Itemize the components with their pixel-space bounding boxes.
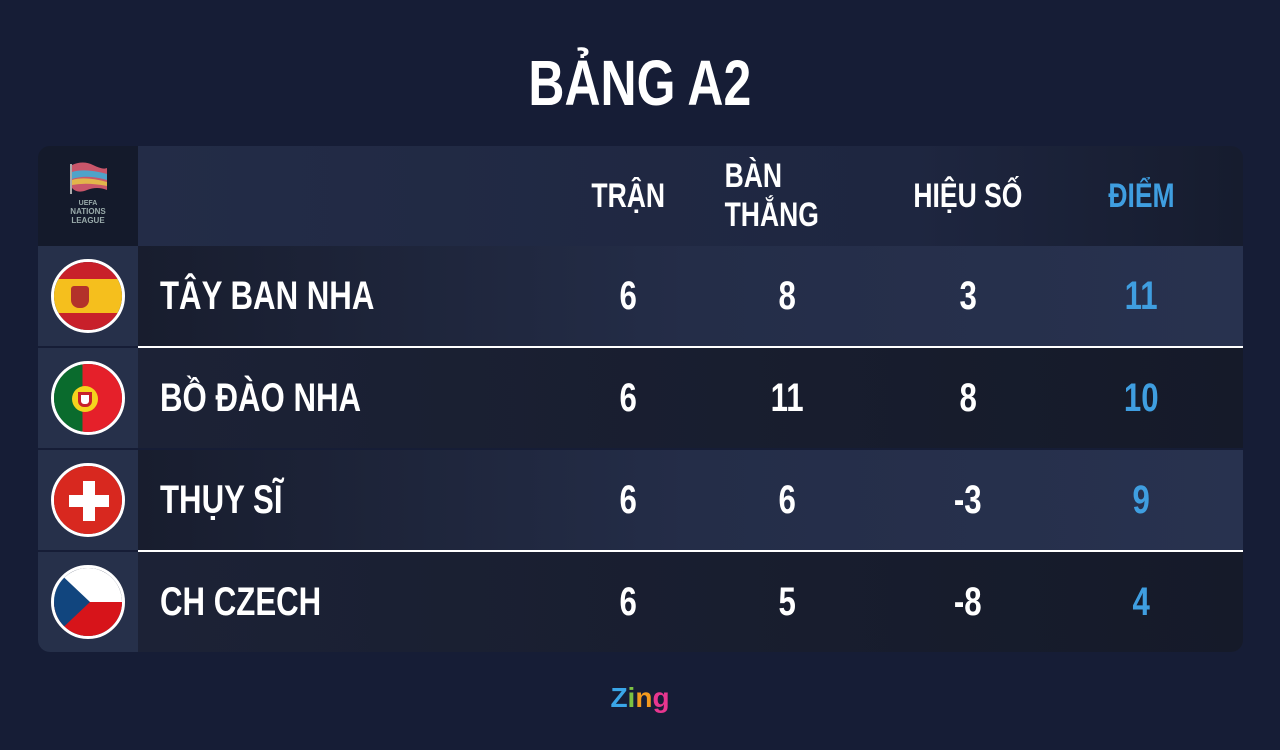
header-goals: BÀN THẮNG bbox=[724, 157, 819, 234]
diff-value: -8 bbox=[954, 579, 982, 624]
row-divider bbox=[138, 550, 1243, 552]
diff-value: -3 bbox=[954, 477, 982, 522]
played-value: 6 bbox=[619, 273, 637, 318]
diff-value: 8 bbox=[959, 375, 977, 420]
table-row: CH CZECH 6 5 -8 4 bbox=[38, 552, 1243, 652]
team-name: BỒ ĐÀO NHA bbox=[160, 375, 362, 420]
header-played: TRẬN bbox=[591, 176, 665, 215]
team-name: TÂY BAN NHA bbox=[160, 273, 375, 318]
table-row: TÂY BAN NHA 6 8 3 11 bbox=[38, 246, 1243, 346]
standings-table: UEFA NATIONS LEAGUE TRẬN BÀN THẮNG HIỆU … bbox=[38, 146, 1243, 652]
zing-logo: Zing bbox=[610, 682, 670, 713]
team-name: CH CZECH bbox=[160, 579, 322, 624]
played-value: 6 bbox=[619, 477, 637, 522]
goals-value: 5 bbox=[778, 579, 796, 624]
points-value: 10 bbox=[1123, 375, 1159, 420]
diff-value: 3 bbox=[959, 273, 977, 318]
played-value: 6 bbox=[619, 375, 637, 420]
flag-cell bbox=[38, 246, 138, 346]
header-points: ĐIỂM bbox=[1107, 176, 1175, 215]
nations-league-logo: UEFA NATIONS LEAGUE bbox=[38, 146, 138, 246]
table-header: UEFA NATIONS LEAGUE TRẬN BÀN THẮNG HIỆU … bbox=[38, 146, 1243, 246]
flag-cell bbox=[38, 450, 138, 550]
page-title: BẢNG A2 bbox=[528, 47, 752, 119]
goals-value: 11 bbox=[770, 375, 804, 420]
team-name: THỤY SĨ bbox=[160, 477, 283, 522]
portugal-flag-icon bbox=[51, 361, 125, 435]
header-diff: HIỆU SỐ bbox=[913, 176, 1023, 215]
points-value: 9 bbox=[1132, 477, 1150, 522]
svg-text:UEFA: UEFA bbox=[79, 200, 98, 207]
row-divider bbox=[138, 346, 1243, 348]
goals-value: 8 bbox=[778, 273, 796, 318]
flag-cell bbox=[38, 552, 138, 652]
svg-text:LEAGUE: LEAGUE bbox=[71, 216, 105, 225]
table-row: BỒ ĐÀO NHA 6 11 8 10 bbox=[38, 348, 1243, 448]
spain-flag-icon bbox=[51, 259, 125, 333]
svg-text:NATIONS: NATIONS bbox=[70, 207, 106, 216]
switzerland-flag-icon bbox=[51, 463, 125, 537]
flag-cell bbox=[38, 348, 138, 448]
points-value: 4 bbox=[1132, 579, 1150, 624]
goals-value: 6 bbox=[778, 477, 796, 522]
points-value: 11 bbox=[1124, 273, 1158, 318]
table-row: THỤY SĨ 6 6 -3 9 bbox=[38, 450, 1243, 550]
czech-flag-icon bbox=[51, 565, 125, 639]
played-value: 6 bbox=[619, 579, 637, 624]
